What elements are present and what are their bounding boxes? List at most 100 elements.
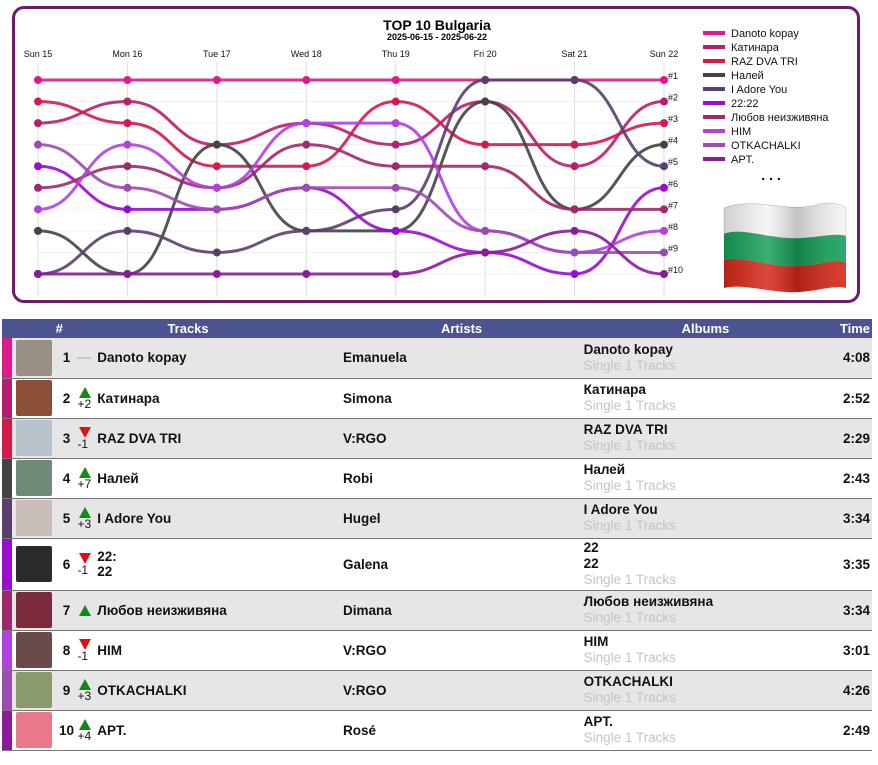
series-point bbox=[660, 76, 668, 84]
track-title: OTKACHALKI bbox=[97, 682, 187, 698]
track-title: Налей bbox=[97, 470, 139, 486]
series-point bbox=[212, 162, 221, 171]
series-point bbox=[391, 140, 400, 149]
album-cell[interactable]: OTKACHALKI Single 1 Tracks bbox=[583, 670, 811, 711]
artist-name[interactable]: Galena bbox=[342, 538, 584, 591]
series-line bbox=[37, 143, 664, 254]
rank-change: -1 bbox=[77, 418, 98, 459]
row-accent bbox=[2, 710, 12, 751]
track-title: RAZ DVA TRI bbox=[97, 430, 182, 446]
legend-item: APT. bbox=[731, 154, 754, 166]
header-tracks[interactable]: Tracks bbox=[167, 321, 209, 336]
album-cell[interactable]: 22 22 Single 1 Tracks bbox=[583, 538, 811, 591]
rank-change: -1 bbox=[77, 538, 98, 591]
series-point bbox=[660, 205, 668, 214]
track-cell[interactable]: Любов неизживяна bbox=[97, 590, 343, 631]
rank-change-text: -1 bbox=[77, 562, 89, 577]
cover-cell bbox=[11, 378, 56, 419]
legend-item: 22:22 bbox=[731, 98, 759, 110]
track-duration: 3:34 bbox=[810, 590, 872, 631]
track-title: I Adore You bbox=[97, 510, 172, 526]
series-point bbox=[123, 97, 132, 106]
chart-subtitle: 2025-06-15 - 2025-06-22 bbox=[387, 32, 487, 42]
series-point bbox=[302, 270, 311, 278]
artist-name[interactable]: Robi bbox=[342, 458, 584, 499]
series-point bbox=[660, 97, 668, 106]
header-artists[interactable]: Artists bbox=[440, 321, 483, 336]
table-row[interactable]: 10 +4 APT. Rosé APT. Single 1 Tracks 2:49 bbox=[2, 710, 872, 751]
table-row[interactable]: 7 Любов неизживяна Dimana Любов неизживяна S… bbox=[2, 590, 872, 631]
rank-position: 1 bbox=[55, 338, 78, 379]
series-point bbox=[34, 226, 42, 235]
header-albums[interactable]: Albums bbox=[681, 321, 730, 336]
arrow-up-icon bbox=[79, 506, 92, 518]
series-point bbox=[481, 76, 490, 84]
legend: Danoto kopay Катинара RAZ DVA TRI Налей I Ad… bbox=[703, 28, 829, 183]
legend-item: HIM bbox=[731, 126, 751, 138]
track-cell[interactable]: OTKACHALKI bbox=[97, 670, 343, 711]
album-cell[interactable]: I Adore You Single 1 Tracks bbox=[583, 498, 811, 539]
artist-name[interactable]: V:RGO bbox=[342, 670, 584, 711]
series-point bbox=[570, 248, 579, 257]
series-point bbox=[123, 226, 132, 235]
legend-item: RAZ DVA TRI bbox=[731, 56, 798, 68]
album-cell[interactable]: HIM Single 1 Tracks bbox=[583, 630, 811, 671]
artist-name[interactable]: Rosé bbox=[342, 710, 584, 751]
series-point bbox=[660, 162, 668, 171]
cover-cell bbox=[11, 498, 56, 539]
album-cell[interactable]: Danoto kopay Single 1 Tracks bbox=[583, 338, 811, 379]
series-point bbox=[34, 97, 42, 106]
album-cell[interactable]: Налей Single 1 Tracks bbox=[583, 458, 811, 499]
album-cell[interactable]: Катинара Single 1 Tracks bbox=[583, 378, 811, 419]
table-row[interactable]: 5 +3 I Adore You Hugel I Adore You Single 1 T… bbox=[2, 498, 872, 539]
series-point bbox=[391, 97, 400, 106]
table-row[interactable]: 8 -1 HIM V:RGO HIM Single 1 Tracks 3:01 bbox=[2, 630, 872, 671]
x-tick-label: Wed 18 bbox=[291, 49, 322, 59]
album-cell[interactable]: RAZ DVA TRI Single 1 Tracks bbox=[583, 418, 811, 459]
series-point bbox=[34, 119, 42, 128]
album-cover-image bbox=[15, 632, 52, 668]
series-point bbox=[570, 205, 579, 214]
artist-name[interactable]: Dimana bbox=[342, 590, 584, 631]
rank-change-text: -1 bbox=[77, 436, 89, 451]
series-point bbox=[34, 140, 42, 149]
album-title: Любов неизживяна bbox=[583, 594, 714, 609]
series-point bbox=[660, 226, 668, 235]
table-row[interactable]: 2 +2 Катинара Simona Катинара Single 1 Tracks… bbox=[2, 378, 872, 419]
album-cell[interactable]: APT. Single 1 Tracks bbox=[583, 710, 811, 751]
table-row[interactable]: 6 -1 22: 22 Galena 22 22 Single 1 Tracks 3:35 bbox=[2, 538, 872, 591]
track-cell[interactable]: Катинара bbox=[97, 378, 343, 419]
track-cell[interactable]: HIM bbox=[97, 630, 343, 671]
legend-swatch bbox=[703, 101, 725, 105]
track-cell[interactable]: Налей bbox=[97, 458, 343, 499]
artist-name[interactable]: V:RGO bbox=[342, 418, 584, 459]
track-cell[interactable]: RAZ DVA TRI bbox=[97, 418, 343, 459]
table-row[interactable]: 4 +7 Налей Robi Налей Single 1 Tracks 2:43 bbox=[2, 458, 872, 499]
legend-swatch bbox=[703, 143, 725, 147]
track-title: Любов неизживяна bbox=[97, 602, 227, 618]
rank-position: 5 bbox=[55, 498, 78, 539]
arrow-up-icon bbox=[79, 386, 92, 398]
cover-cell bbox=[11, 338, 56, 379]
legend-swatch bbox=[703, 115, 725, 119]
legend-item: OTKACHALKI bbox=[731, 140, 801, 152]
table-row[interactable]: 1 Danoto kopay Emanuela Danoto kopay Single … bbox=[2, 338, 872, 379]
series-point bbox=[481, 248, 490, 257]
album-cell[interactable]: Любов неизживяна Single 1 Tracks bbox=[583, 590, 811, 631]
table-row[interactable]: 9 +3 OTKACHALKI V:RGO OTKACHALKI Single 1 Tra… bbox=[2, 670, 872, 711]
track-cell[interactable]: 22: 22 bbox=[97, 538, 343, 591]
artist-name[interactable]: Emanuela bbox=[342, 338, 584, 379]
rank-line-chart: TOP 10 Bulgaria 2025-06-15 - 2025-06-22 … bbox=[24, 17, 829, 296]
track-duration: 2:52 bbox=[810, 378, 872, 419]
artist-name[interactable]: Hugel bbox=[342, 498, 584, 539]
track-cell[interactable]: I Adore You bbox=[97, 498, 343, 539]
table-row[interactable]: 3 -1 RAZ DVA TRI V:RGO RAZ DVA TRI Single 1 T… bbox=[2, 418, 872, 459]
artist-name[interactable]: V:RGO bbox=[342, 630, 584, 671]
header-time[interactable]: Time bbox=[839, 321, 870, 336]
track-cell[interactable]: Danoto kopay bbox=[97, 338, 343, 379]
track-title: 22: bbox=[97, 549, 117, 564]
rank-tick-label: #2 bbox=[668, 93, 678, 103]
rank-change: +3 bbox=[77, 670, 98, 711]
artist-name[interactable]: Simona bbox=[342, 378, 584, 419]
track-cell[interactable]: APT. bbox=[97, 710, 343, 751]
